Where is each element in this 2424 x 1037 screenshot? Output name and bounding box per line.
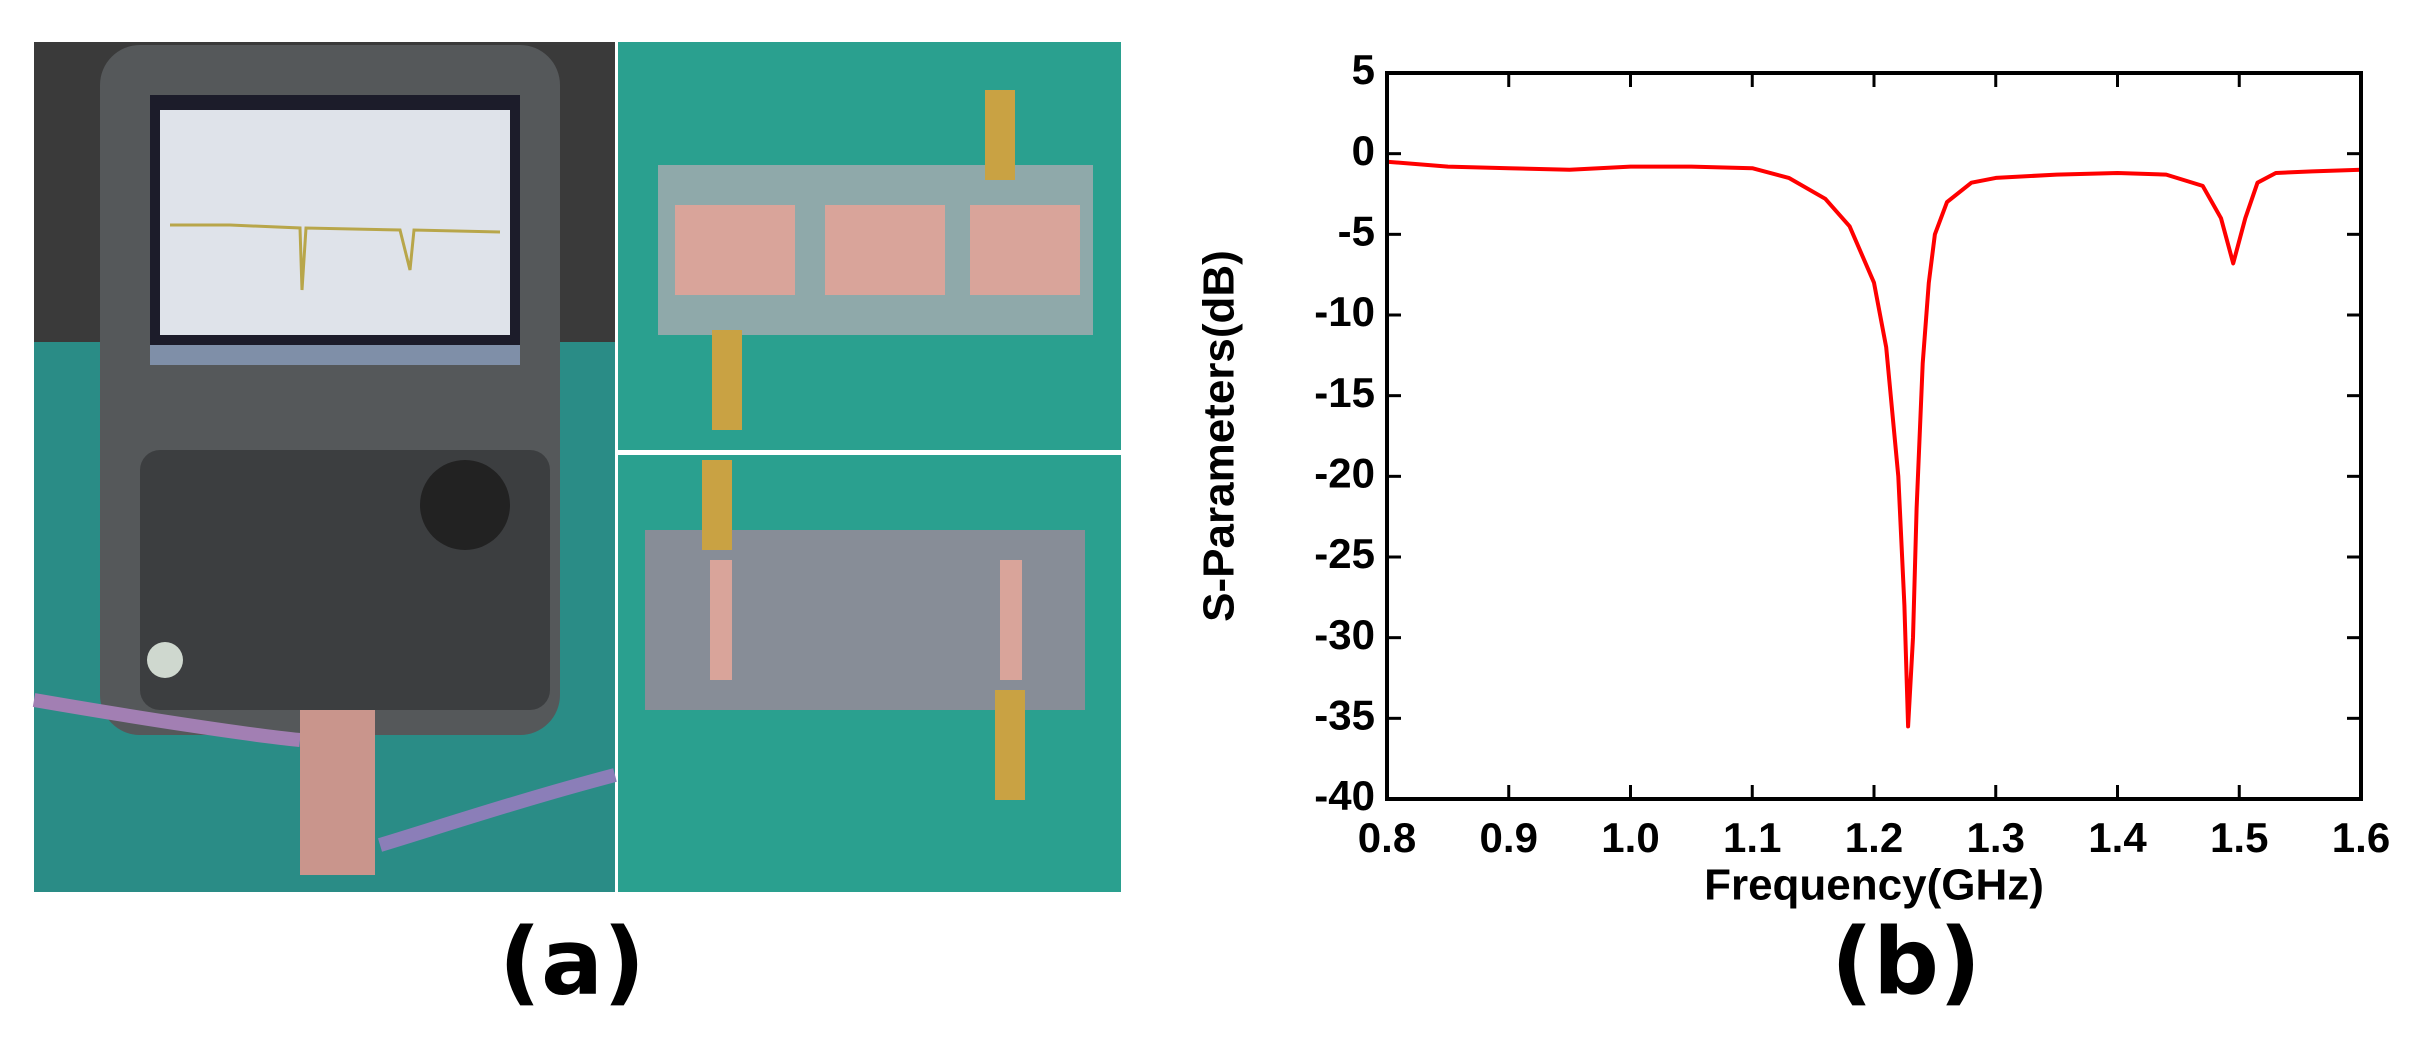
screen-trace	[170, 223, 501, 291]
y-tick-label: -20	[1314, 449, 1375, 496]
y-tick-label: -30	[1314, 611, 1375, 658]
x-tick-label: 1.1	[1723, 814, 1781, 861]
microstrip	[710, 560, 732, 680]
knob	[420, 460, 510, 550]
filter-pattern	[825, 205, 945, 295]
y-axis-label: S-Parameters(dB)	[1195, 250, 1244, 622]
power-button	[147, 642, 183, 678]
filter-pattern	[970, 205, 1080, 295]
y-tick-label: -40	[1314, 772, 1375, 819]
data-line	[1386, 159, 2362, 729]
x-axis-label: Frequency(GHz)	[1704, 861, 2044, 910]
x-tick-label: 0.8	[1358, 814, 1416, 861]
y-tick-label: -35	[1314, 691, 1375, 738]
plot-frame	[1385, 71, 2363, 801]
photo	[32, 42, 1121, 892]
y-tick-label: -5	[1338, 207, 1375, 254]
cable	[32, 693, 301, 747]
connector	[702, 460, 732, 550]
cable	[377, 768, 617, 852]
panel-label: (b)	[1831, 908, 1981, 1015]
x-tick-label: 1.6	[2332, 814, 2390, 861]
x-tick-label: 1.3	[1967, 814, 2025, 861]
analyzer-screen	[160, 110, 510, 335]
y-tick-label: 5	[1352, 46, 1375, 93]
panel-label: (a)	[499, 908, 645, 1015]
filter-pattern	[675, 205, 795, 295]
pcb	[300, 710, 375, 875]
softkeys	[150, 345, 520, 365]
x-tick-label: 1.5	[2210, 814, 2268, 861]
x-tick-label: 1.4	[2088, 814, 2147, 861]
y-tick-label: 0	[1352, 127, 1375, 174]
y-tick-label: -10	[1314, 288, 1375, 335]
y-tick-label: -15	[1314, 369, 1375, 416]
x-tick-label: 0.9	[1480, 814, 1538, 861]
connector	[985, 90, 1015, 180]
y-tick-label: -25	[1314, 530, 1375, 577]
connector	[995, 690, 1025, 800]
x-tick-label: 1.2	[1845, 814, 1903, 861]
microstrip	[1000, 560, 1022, 680]
connector	[712, 330, 742, 430]
x-tick-label: 1.0	[1601, 814, 1659, 861]
